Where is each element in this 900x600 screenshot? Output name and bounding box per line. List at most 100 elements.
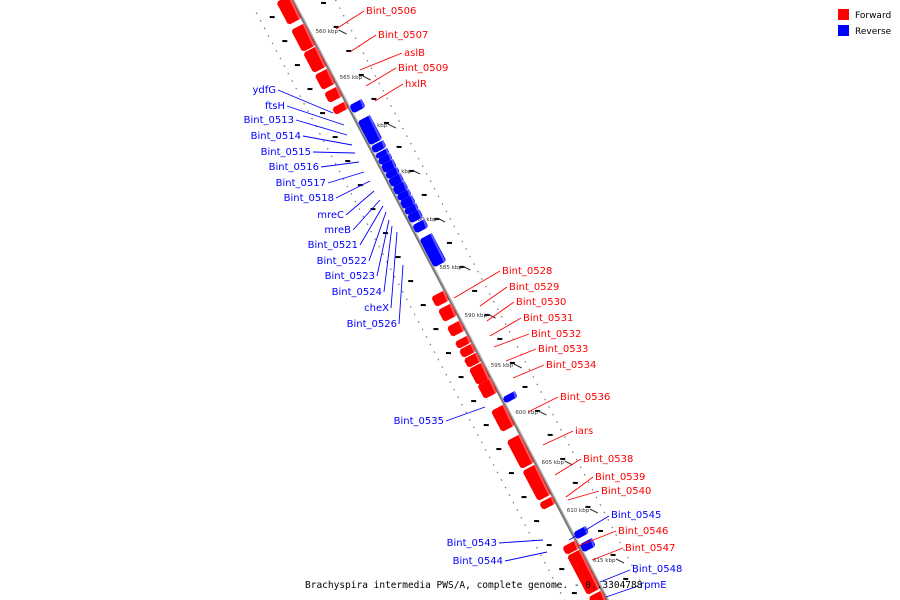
gene-label: ftsH (265, 101, 285, 112)
gene-body (563, 540, 579, 555)
gene-label: Bint_0506 (366, 6, 416, 17)
leader-line (565, 476, 594, 498)
gene-body (438, 303, 457, 322)
minor-tick (458, 375, 464, 379)
minor-tick (332, 135, 338, 139)
gene-shine (502, 404, 515, 427)
leader-line (376, 219, 390, 277)
gene-body (303, 46, 326, 73)
kbp-tick-mark (538, 410, 547, 416)
forward-gene (464, 352, 481, 368)
gene-label: Bint_0518 (284, 193, 334, 204)
leader-line (504, 551, 548, 562)
forward-gene (291, 23, 315, 52)
gene-label: Bint_0528 (502, 266, 552, 277)
gene-body (400, 195, 416, 209)
gene-shine (518, 434, 534, 464)
gene-body (540, 496, 556, 510)
leader-line (591, 547, 624, 561)
reverse-gene (407, 209, 423, 223)
leader-line (567, 490, 600, 501)
gene-label: Bint_0544 (453, 556, 503, 567)
gene-body (371, 140, 386, 153)
kbp-tick-label: 600 kbp (515, 410, 538, 416)
gene-label: Bint_0513 (244, 115, 294, 126)
gene-shine (385, 148, 389, 155)
leader-line (605, 585, 639, 598)
leader-line (383, 225, 393, 293)
kbp-tick-mark (487, 313, 496, 319)
gene-shine (410, 195, 416, 205)
gene-shine (368, 115, 382, 141)
gene-shine (442, 290, 449, 302)
kbp-tick-mark (589, 508, 599, 514)
leader-line (368, 211, 387, 262)
forward-gene (447, 320, 465, 337)
gene-shine (417, 209, 423, 219)
kbp-tick-mark (338, 29, 347, 35)
kbp-tick-mark (462, 265, 471, 271)
forward-gene (523, 464, 551, 501)
gene-shine (480, 362, 490, 380)
kbp-tick-label: 595 kbp (491, 363, 514, 369)
forward-gene (540, 496, 556, 510)
gene-body (277, 0, 301, 25)
forward-gene (332, 101, 348, 115)
gene-shine (343, 101, 348, 110)
gene-label: mreC (317, 210, 344, 221)
kbp-tick-label: 610 kbp (567, 508, 590, 514)
minor-tick (320, 1, 327, 5)
chromosome-backbone-highlight (293, 0, 609, 600)
minor-tick (508, 471, 514, 475)
forward-gene (455, 335, 471, 349)
minor-tick (471, 399, 477, 403)
forward-gene (303, 46, 326, 73)
gene-label: Bint_0538 (583, 454, 633, 465)
minor-tick (445, 351, 452, 355)
gene-body (358, 115, 382, 145)
forward-gene (563, 540, 579, 555)
leader-line (335, 10, 365, 30)
gene-label: hxlR (405, 79, 427, 90)
minor-tick (396, 145, 402, 149)
gene-label: Bint_0515 (261, 147, 311, 158)
gene-shine (470, 343, 476, 353)
minor-tick (346, 49, 352, 53)
gene-label: Bint_0548 (632, 564, 682, 575)
gene-body (459, 343, 476, 358)
gene-body (420, 233, 446, 267)
gene-shine (402, 181, 408, 191)
kbp-tick-label: 580 kbp (414, 217, 437, 223)
reverse-gene (385, 167, 400, 179)
gene-body (491, 404, 515, 432)
gene-shine (388, 153, 393, 161)
kbp-tick-mark (513, 363, 522, 369)
gene-body (469, 362, 490, 385)
gene-shine (466, 335, 471, 344)
gene-label: Bint_0543 (447, 538, 497, 549)
minor-tick (333, 25, 339, 29)
kbp-tick-label: 560 kbp (316, 29, 339, 35)
reverse-gene (388, 173, 404, 187)
gene-labels: Bint_0506 Bint_0507 aslB Bint_0509 hxlR Bint_… (244, 6, 682, 598)
gene-body (589, 590, 607, 600)
kbp-tick-mark (411, 169, 421, 175)
leader-line (327, 171, 365, 184)
leader-line (320, 161, 360, 168)
gene-body (291, 23, 315, 52)
forward-gene (491, 404, 515, 432)
minor-tick (534, 519, 540, 523)
gene-shine (488, 378, 497, 394)
tick-marks: 560 kbp 565 kbp 570 kbp 575 kbp 580 kbp 585 k… (269, 1, 629, 595)
leader-line (453, 270, 501, 299)
reverse-gene (371, 140, 386, 153)
gene-body (350, 99, 365, 113)
gene-body (324, 86, 342, 103)
forward-gene (431, 290, 449, 307)
reverse-gene (378, 153, 393, 165)
forward-gene (469, 362, 490, 385)
leader-line (295, 119, 348, 136)
gene-label: Bint_0539 (595, 472, 645, 483)
gene-label: Bint_0536 (560, 392, 610, 403)
